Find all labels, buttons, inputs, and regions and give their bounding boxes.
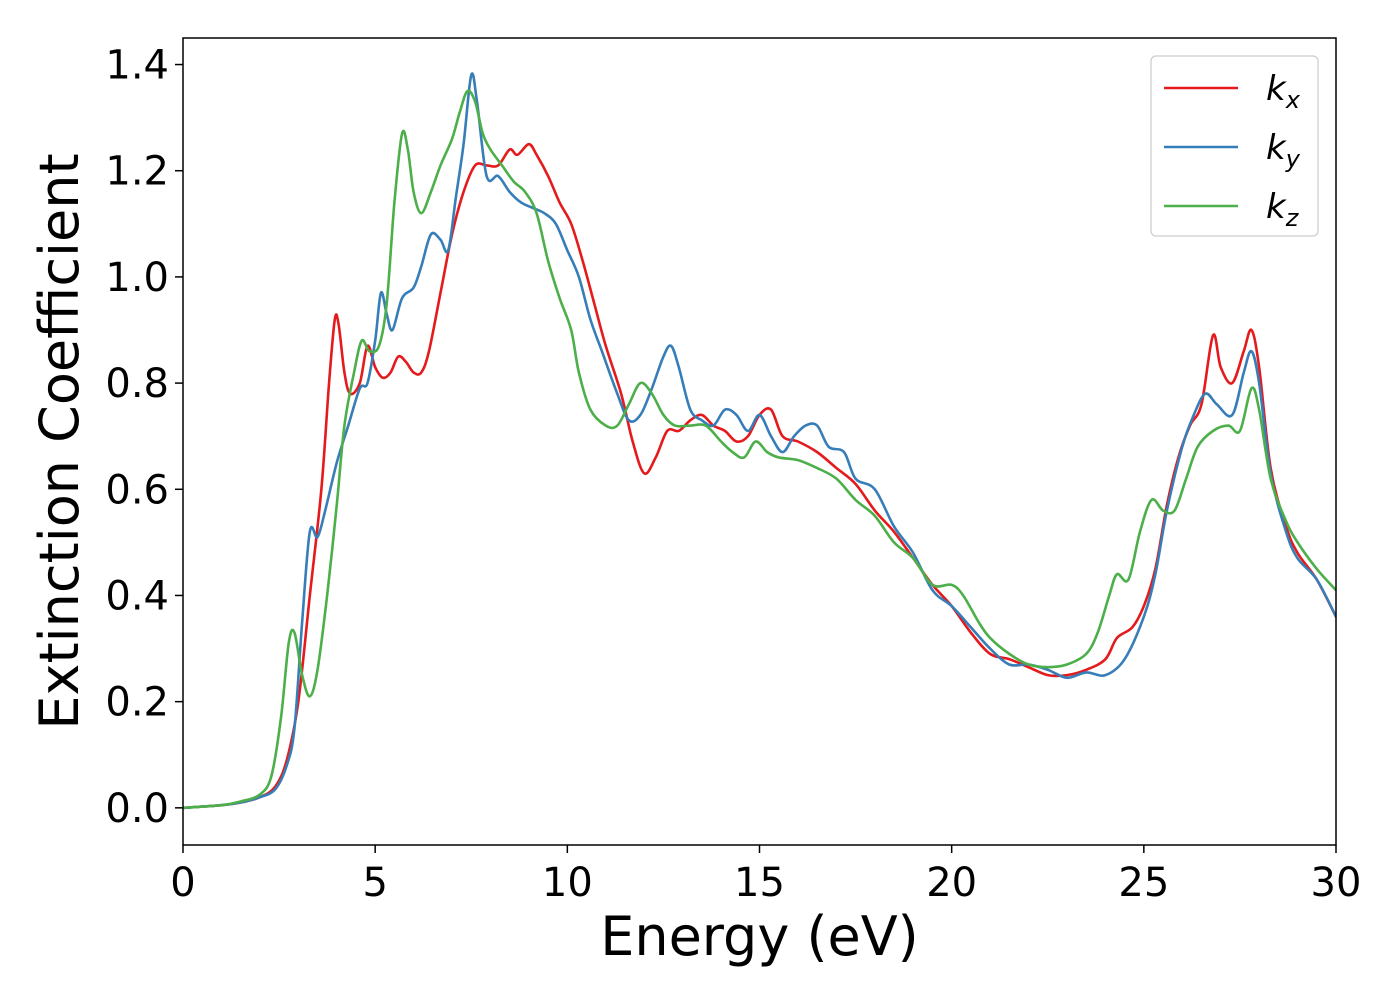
y-axis-label: Extinction Coefficient: [28, 153, 91, 729]
x-tick-label: 30: [1311, 860, 1362, 906]
y-axis-ticks: 0.0 0.2 0.4 0.6 0.8 1.0 1.2 1.4: [105, 43, 183, 832]
legend-label-ky: ky: [1266, 128, 1301, 173]
series-line-kx: [183, 142, 1336, 810]
x-tick-label: 25: [1118, 860, 1169, 906]
x-tick-label: 0: [170, 860, 195, 906]
x-tick-label: 20: [926, 860, 977, 906]
x-tick-label: 10: [542, 860, 593, 906]
x-tick-label: 15: [734, 860, 785, 906]
x-tick-label: 5: [362, 860, 387, 906]
y-tick-label: 0.0: [105, 786, 169, 832]
y-tick-label: 0.8: [105, 361, 169, 407]
y-tick-label: 0.4: [105, 573, 169, 619]
y-tick-label: 1.4: [105, 43, 169, 89]
y-tick-label: 0.2: [105, 680, 169, 726]
y-tick-label: 1.2: [105, 149, 169, 195]
legend-label-kx: kx: [1266, 69, 1301, 114]
series-layer: [183, 72, 1336, 810]
x-axis-label: Energy (eV): [600, 905, 919, 968]
legend: kx ky kz: [1150, 55, 1319, 237]
series-line-kz: [183, 89, 1336, 810]
y-tick-label: 1.0: [105, 255, 169, 301]
x-axis-ticks: 0 5 10 15 20 25 30: [170, 845, 1361, 906]
y-tick-label: 0.6: [105, 467, 169, 513]
series-line-ky: [183, 72, 1336, 810]
legend-label-kz: kz: [1266, 187, 1300, 232]
